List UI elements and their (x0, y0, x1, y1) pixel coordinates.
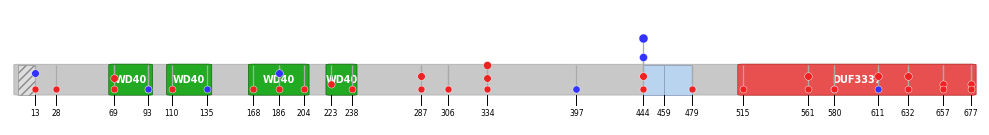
Text: 168: 168 (246, 109, 260, 118)
Text: 238: 238 (345, 109, 359, 118)
Text: 444: 444 (635, 109, 650, 118)
Text: 459: 459 (657, 109, 672, 118)
Text: 13: 13 (30, 109, 40, 118)
Text: 397: 397 (569, 109, 584, 118)
Text: 611: 611 (871, 109, 885, 118)
Text: WD40: WD40 (115, 75, 146, 85)
FancyBboxPatch shape (248, 64, 309, 95)
Text: DUF3337: DUF3337 (832, 75, 882, 85)
Text: 135: 135 (200, 109, 214, 118)
Text: 561: 561 (800, 109, 815, 118)
FancyBboxPatch shape (109, 64, 152, 95)
Text: 515: 515 (736, 109, 750, 118)
Bar (643, 65, 664, 94)
Text: 93: 93 (142, 109, 152, 118)
Text: 580: 580 (827, 109, 842, 118)
FancyBboxPatch shape (326, 64, 357, 95)
Text: 69: 69 (109, 109, 119, 118)
Bar (664, 65, 692, 94)
Text: 657: 657 (936, 109, 950, 118)
Text: 306: 306 (441, 109, 455, 118)
Text: 287: 287 (414, 109, 428, 118)
Text: WD40: WD40 (173, 75, 206, 85)
Text: 186: 186 (272, 109, 286, 118)
Text: WD40: WD40 (325, 75, 358, 85)
Text: 479: 479 (684, 109, 699, 118)
Text: 110: 110 (164, 109, 179, 118)
FancyBboxPatch shape (14, 64, 975, 95)
Text: 28: 28 (51, 109, 60, 118)
FancyBboxPatch shape (166, 64, 212, 95)
Text: 204: 204 (297, 109, 312, 118)
Text: 334: 334 (480, 109, 494, 118)
Text: 632: 632 (900, 109, 915, 118)
Text: 677: 677 (964, 109, 978, 118)
Text: WD40: WD40 (263, 75, 295, 85)
FancyBboxPatch shape (738, 64, 976, 95)
Text: 223: 223 (323, 109, 338, 118)
Bar (18, 65, 35, 94)
